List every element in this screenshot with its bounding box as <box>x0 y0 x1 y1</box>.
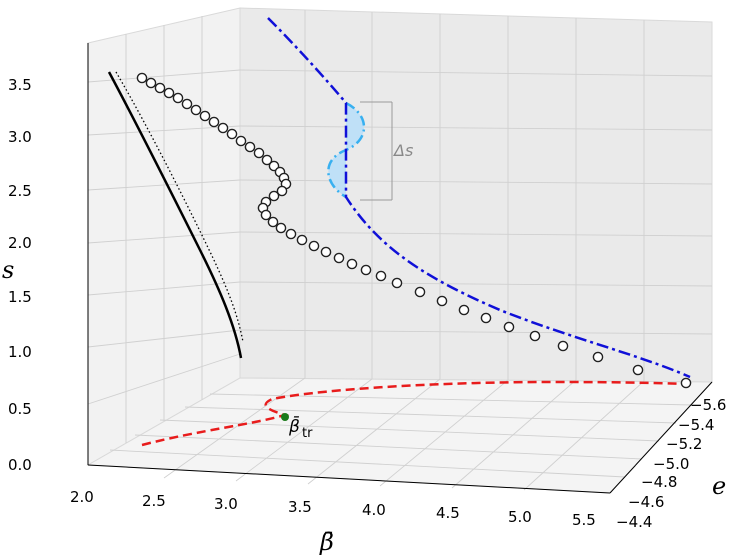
s-tick-label: 0.5 <box>8 400 32 418</box>
circle-marker <box>557 340 569 352</box>
beta-axis-line <box>87 464 611 494</box>
circle-marker <box>375 270 387 282</box>
e-axis-line <box>609 381 713 494</box>
s-axis-label: s <box>2 256 14 284</box>
beta-axis-label: β̄ <box>319 528 334 555</box>
e-tick-label: −5.6 <box>690 396 726 414</box>
e-axis-ticks: −4.4 −4.6 −4.8 −5.0 −5.2 −5.4 −5.6 <box>616 396 726 531</box>
circle-marker <box>260 209 272 221</box>
series-red-dashed <box>141 380 689 447</box>
e-tick-label: −4.8 <box>641 473 677 491</box>
beta-tick-label: 4.0 <box>362 501 386 519</box>
circle-marker <box>391 277 403 289</box>
series-black-solid <box>107 71 243 359</box>
s-tick-label: 3.0 <box>8 128 32 146</box>
circle-marker <box>360 264 372 276</box>
beta-axis-ticks: 2.0 2.5 3.0 3.5 4.0 4.5 5.0 5.5 <box>70 488 596 529</box>
back-panes <box>86 7 714 494</box>
circle-marker <box>163 87 175 99</box>
circle-marker <box>267 216 279 228</box>
grid-lines <box>87 10 713 491</box>
circle-marker <box>145 77 157 89</box>
circle-marker <box>503 321 515 333</box>
circle-marker <box>320 246 332 258</box>
series-blue-dashdot <box>267 17 691 379</box>
circle-marker <box>136 72 148 84</box>
s-axis-ticks: 0.0 0.5 1.0 1.5 2.0 2.5 3.0 3.5 <box>8 76 32 474</box>
beta-tr-marker <box>281 413 289 421</box>
circle-marker <box>414 286 426 298</box>
circle-marker <box>632 364 644 376</box>
e-tick-label: −4.6 <box>628 493 664 511</box>
circle-marker <box>190 104 202 116</box>
s-tick-label: 2.5 <box>8 182 32 200</box>
circle-marker <box>529 330 541 342</box>
beta-tick-label: 2.5 <box>142 492 166 510</box>
circle-marker <box>346 258 358 270</box>
series-circles <box>136 72 692 389</box>
s-tick-label: 0.0 <box>8 456 32 474</box>
delta-s-label: Δs <box>392 141 413 160</box>
beta-tick-label: 3.0 <box>214 495 238 513</box>
beta-tick-label: 2.0 <box>70 488 94 506</box>
circle-marker <box>235 135 247 147</box>
beta-tick-label: 5.0 <box>508 508 532 526</box>
s-tick-label: 2.0 <box>8 234 32 252</box>
circle-marker <box>172 92 184 104</box>
beta-tr-subscript: tr <box>302 426 313 441</box>
series-layer <box>107 17 692 447</box>
e-tick-label: −5.4 <box>678 416 714 434</box>
s-tick-label: 1.0 <box>8 343 32 361</box>
delta-s-lobe-lower <box>328 150 346 197</box>
circle-marker <box>261 154 273 166</box>
circle-marker <box>199 110 211 122</box>
circle-marker <box>253 147 265 159</box>
circle-marker <box>480 312 492 324</box>
beta-tick-label: 5.5 <box>572 511 596 529</box>
circle-marker <box>296 234 308 246</box>
beta-tr-annotation: β̄ tr <box>288 415 313 441</box>
e-tick-label: −5.0 <box>653 455 689 473</box>
e-tick-label: −5.2 <box>666 435 702 453</box>
beta-tr-label: β̄ <box>288 415 300 437</box>
circle-marker <box>308 240 320 252</box>
circle-marker <box>275 222 287 234</box>
series-black-dotted <box>115 71 244 343</box>
e-tick-label: −4.4 <box>616 513 652 531</box>
circle-marker <box>244 141 256 153</box>
circle-marker <box>268 190 280 202</box>
circle-marker <box>154 82 166 94</box>
circle-marker <box>217 122 229 134</box>
circle-marker <box>592 351 604 363</box>
s-tick-label: 3.5 <box>8 76 32 94</box>
circle-marker <box>208 116 220 128</box>
circle-marker <box>285 228 297 240</box>
circle-marker <box>436 295 448 307</box>
circle-marker <box>276 185 288 197</box>
circle-marker <box>458 304 470 316</box>
s-tick-label: 1.5 <box>8 288 32 306</box>
circle-marker <box>226 128 238 140</box>
e-axis-label: e <box>712 472 726 500</box>
axes <box>87 43 713 494</box>
beta-tick-label: 3.5 <box>288 498 312 516</box>
circle-marker <box>333 252 345 264</box>
circle-marker <box>680 377 692 389</box>
delta-s-bracket: Δs <box>360 101 413 201</box>
beta-tick-label: 4.5 <box>436 504 460 522</box>
circle-marker <box>181 98 193 110</box>
